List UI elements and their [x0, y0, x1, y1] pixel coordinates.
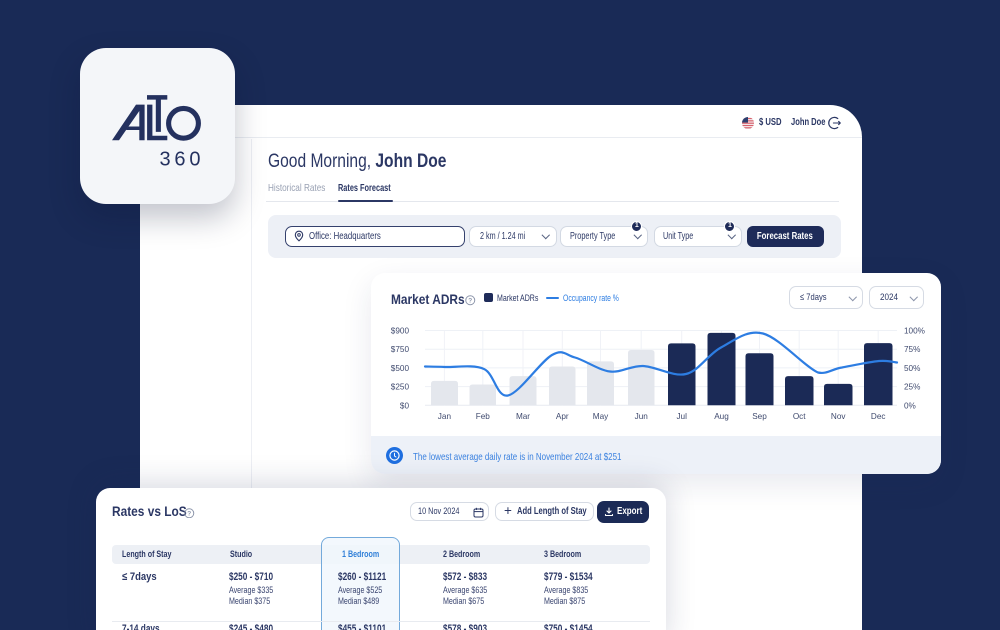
svg-text:Mar: Mar	[516, 412, 530, 421]
svg-text:Aug: Aug	[714, 412, 729, 421]
svg-text:Dec: Dec	[871, 412, 886, 421]
svg-text:$750: $750	[391, 345, 410, 354]
svg-text:?: ?	[187, 510, 191, 517]
svg-text:May: May	[593, 412, 609, 421]
svg-text:Nov: Nov	[831, 412, 846, 421]
svg-text:Apr: Apr	[556, 412, 569, 421]
svg-text:$900: $900	[391, 327, 410, 336]
svg-text:Oct: Oct	[793, 412, 806, 421]
svg-text:75%: 75%	[904, 345, 920, 354]
svg-text:Jan: Jan	[438, 412, 452, 421]
svg-text:0%: 0%	[904, 401, 916, 410]
svg-text:Jun: Jun	[635, 412, 649, 421]
svg-text:Feb: Feb	[476, 412, 491, 421]
svg-text:360: 360	[160, 149, 205, 171]
svg-text:$0: $0	[400, 401, 410, 410]
svg-text:$250: $250	[391, 383, 410, 392]
svg-text:50%: 50%	[904, 364, 920, 373]
svg-text:100%: 100%	[904, 327, 925, 336]
svg-text:?: ?	[468, 298, 472, 305]
svg-text:Jul: Jul	[676, 412, 687, 421]
svg-text:Sep: Sep	[752, 412, 767, 421]
svg-text:25%: 25%	[904, 383, 920, 392]
svg-text:$500: $500	[391, 364, 410, 373]
